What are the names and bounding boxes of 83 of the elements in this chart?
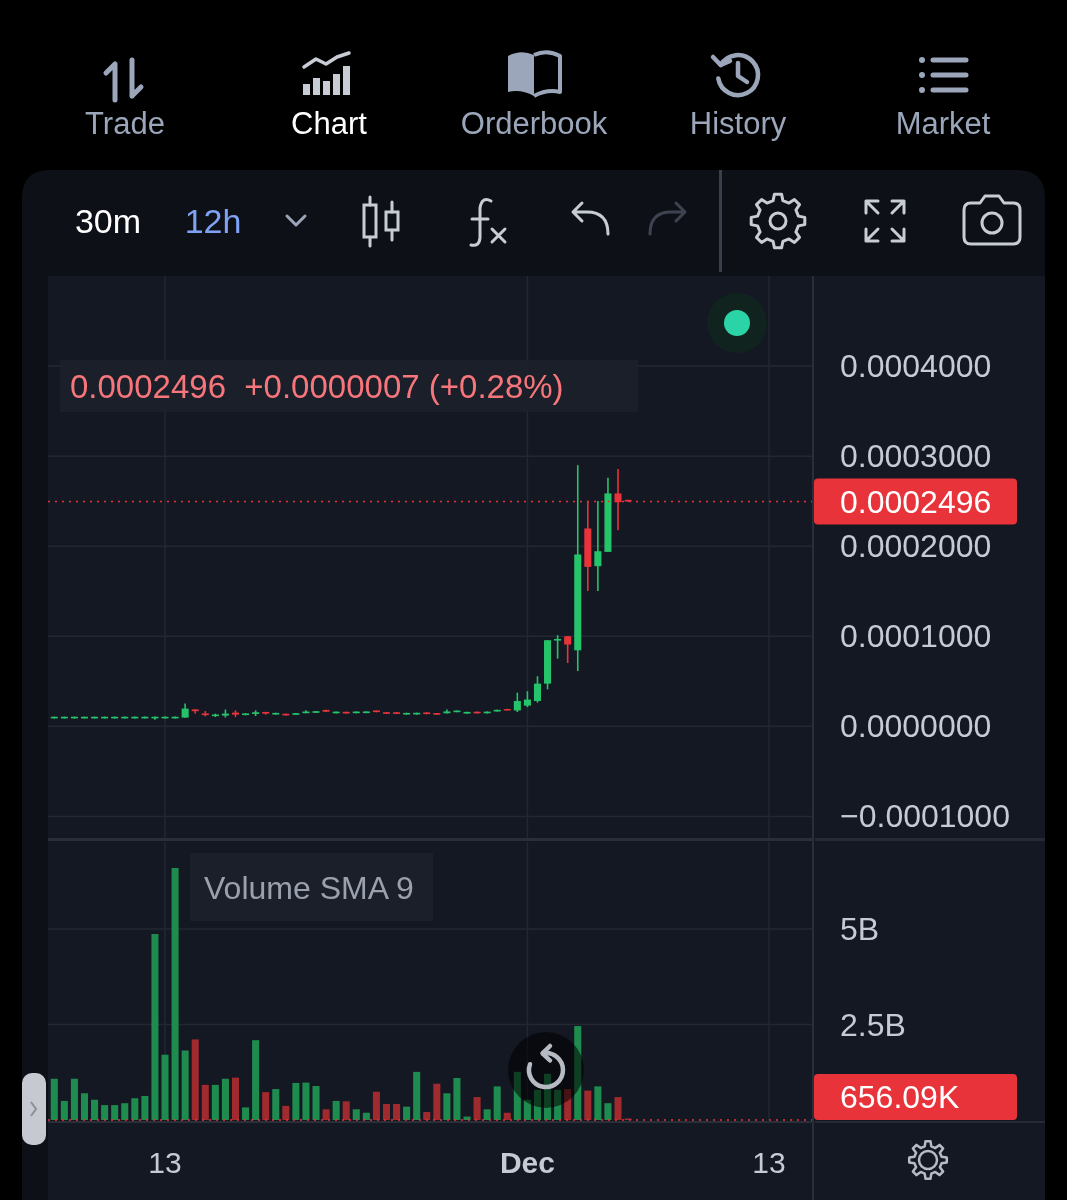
x-tick-label: 13 — [148, 1145, 182, 1179]
bar — [352, 1109, 360, 1120]
bar — [403, 1106, 411, 1120]
bar — [413, 1071, 421, 1120]
x-tick-label: Dec — [499, 1145, 555, 1179]
bar — [282, 1105, 290, 1120]
bar — [332, 1100, 340, 1120]
bar — [50, 1078, 58, 1120]
bar — [483, 1109, 491, 1120]
bar — [362, 1112, 370, 1120]
bar — [181, 1050, 189, 1120]
bar — [473, 1097, 481, 1120]
x-tick-label: 13 — [752, 1145, 786, 1179]
y-tick-label: 0.0001000 — [840, 618, 992, 655]
bar — [503, 1112, 511, 1120]
bar — [151, 934, 159, 1120]
bar — [272, 1089, 280, 1120]
candlestick — [554, 634, 562, 660]
bar — [201, 1084, 209, 1120]
candlestick — [594, 500, 602, 592]
y-tick-label: −0.0001000 — [840, 798, 1010, 835]
y-tick-label: 0.0000000 — [840, 708, 992, 745]
bar — [80, 1093, 89, 1120]
text: 30m — [74, 202, 142, 240]
text: 0.0002496 +0.0000007 (+0.28%) — [70, 367, 564, 405]
bar — [131, 1098, 139, 1120]
bar — [322, 1109, 330, 1120]
bar — [312, 1086, 320, 1120]
bar — [141, 1095, 149, 1120]
bar — [262, 1092, 270, 1120]
bar — [453, 1077, 461, 1120]
bar — [564, 1089, 572, 1120]
bar — [171, 867, 179, 1120]
text: Trade — [85, 105, 165, 141]
bar — [302, 1082, 310, 1120]
y-tick-label: 0.0004000 — [840, 348, 992, 385]
candlestick — [533, 675, 541, 704]
text: History — [689, 105, 787, 141]
bar — [292, 1082, 300, 1120]
bar — [523, 1099, 531, 1120]
bar — [111, 1105, 119, 1120]
bar — [161, 1054, 169, 1120]
ref-line-label: 656.09K — [840, 1079, 960, 1115]
y-tick-label: 5B — [840, 911, 880, 948]
bar — [513, 1071, 521, 1120]
bar — [221, 1078, 229, 1120]
text: Orderbook — [460, 105, 608, 141]
text: Volume SMA 9 — [204, 870, 414, 906]
bar — [60, 1100, 68, 1120]
candlestick — [513, 691, 521, 713]
bar — [533, 1089, 541, 1120]
bar — [433, 1083, 441, 1120]
text: Market — [895, 105, 991, 141]
bar — [91, 1099, 99, 1120]
bar — [584, 1090, 592, 1120]
y-tick-label: 0.0002000 — [840, 528, 992, 565]
bar — [211, 1084, 219, 1120]
y-tick-label: 2.5B — [840, 1006, 906, 1043]
ref-line-label: 0.0002496 — [840, 483, 992, 520]
bar — [121, 1103, 129, 1120]
bar — [242, 1107, 250, 1120]
bar — [614, 1097, 622, 1120]
bar — [382, 1103, 391, 1120]
bar — [70, 1078, 78, 1120]
bar — [493, 1086, 501, 1120]
bar — [372, 1091, 380, 1120]
bar — [574, 1026, 582, 1120]
bar — [342, 1101, 350, 1120]
bar — [101, 1105, 109, 1120]
bar — [443, 1093, 451, 1120]
bar — [252, 1040, 260, 1120]
candlestick — [564, 635, 572, 664]
bar — [231, 1077, 240, 1120]
bar — [191, 1039, 199, 1120]
bar — [423, 1111, 431, 1120]
bar — [604, 1103, 612, 1120]
text: 12h — [184, 202, 242, 240]
bar — [393, 1103, 401, 1120]
bar — [594, 1086, 602, 1120]
text: Chart — [291, 105, 368, 141]
y-tick-label: 0.0003000 — [840, 438, 992, 475]
bar — [463, 1116, 471, 1120]
bar — [554, 1089, 562, 1120]
